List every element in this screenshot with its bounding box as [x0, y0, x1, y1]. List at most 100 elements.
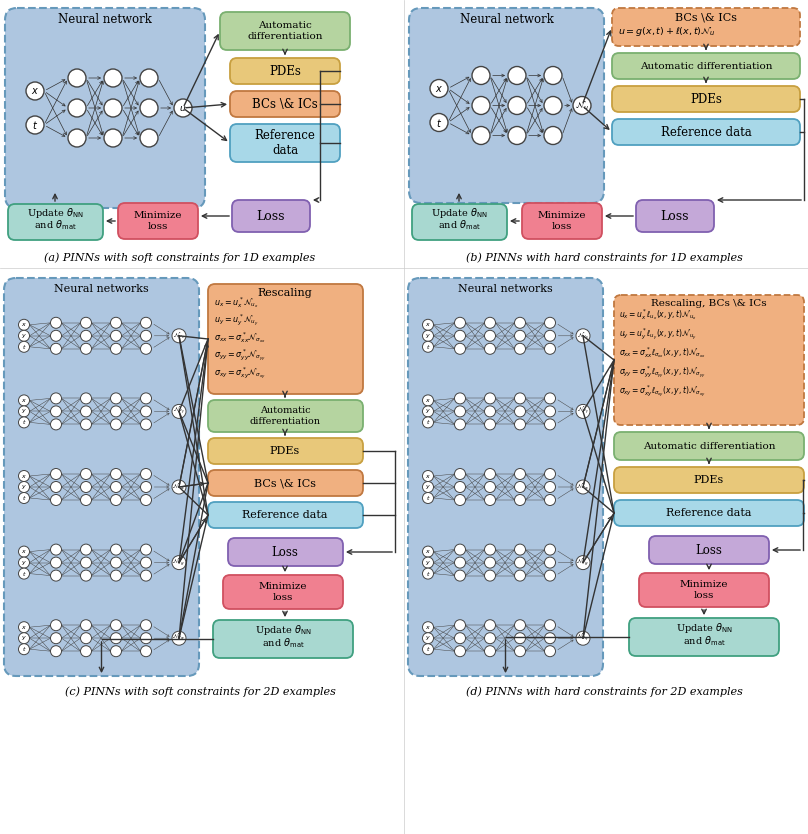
Text: $y$: $y$ [425, 559, 431, 566]
Text: Automatic differentiation: Automatic differentiation [642, 441, 775, 450]
Circle shape [485, 646, 495, 656]
Circle shape [111, 557, 121, 568]
Circle shape [545, 481, 556, 493]
Text: $x$: $x$ [21, 321, 27, 329]
Circle shape [141, 633, 152, 644]
Circle shape [515, 570, 525, 581]
Circle shape [141, 620, 152, 631]
Circle shape [454, 633, 465, 644]
Circle shape [423, 644, 434, 655]
Circle shape [454, 646, 465, 656]
Circle shape [111, 544, 121, 555]
Text: $x$: $x$ [21, 624, 27, 631]
Circle shape [141, 344, 152, 354]
Circle shape [515, 620, 525, 631]
Text: Rescaling, BCs \& ICs: Rescaling, BCs \& ICs [651, 299, 767, 309]
Text: $\sigma_{xy} = \sigma^*_{xy}\mathcal{N}_{\sigma_{xy}}$: $\sigma_{xy} = \sigma^*_{xy}\mathcal{N}_… [214, 365, 266, 381]
Circle shape [172, 555, 186, 570]
Circle shape [81, 495, 91, 505]
Text: $y$: $y$ [21, 407, 27, 415]
FancyBboxPatch shape [408, 278, 603, 676]
Text: $u=g(x,t)+\ell(x,t)\mathcal{N}_u$: $u=g(x,t)+\ell(x,t)\mathcal{N}_u$ [618, 24, 716, 38]
Text: Reference data: Reference data [661, 125, 751, 138]
Circle shape [508, 127, 526, 144]
Circle shape [454, 495, 465, 505]
Text: (a) PINNs with soft constraints for 1D examples: (a) PINNs with soft constraints for 1D e… [44, 253, 316, 264]
Circle shape [50, 317, 61, 329]
Circle shape [454, 557, 465, 568]
FancyBboxPatch shape [228, 538, 343, 566]
FancyBboxPatch shape [208, 284, 363, 394]
Circle shape [50, 344, 61, 354]
Circle shape [576, 631, 590, 646]
Circle shape [19, 568, 30, 579]
Text: Neural network: Neural network [460, 13, 553, 26]
Circle shape [485, 393, 495, 404]
Circle shape [485, 495, 495, 505]
FancyBboxPatch shape [232, 200, 310, 232]
Circle shape [423, 481, 434, 493]
FancyBboxPatch shape [522, 203, 602, 239]
Circle shape [485, 544, 495, 555]
Circle shape [544, 127, 562, 144]
Circle shape [172, 329, 186, 343]
Circle shape [515, 469, 525, 480]
FancyBboxPatch shape [220, 12, 350, 50]
Circle shape [50, 633, 61, 644]
Circle shape [423, 568, 434, 579]
Text: Rescaling: Rescaling [258, 288, 313, 298]
Circle shape [19, 557, 30, 568]
Text: BCs \& ICs: BCs \& ICs [675, 12, 737, 22]
Circle shape [50, 620, 61, 631]
Circle shape [485, 344, 495, 354]
Circle shape [50, 469, 61, 480]
Text: $x$: $x$ [425, 548, 431, 555]
Text: Update $\theta_{\rm NN}$: Update $\theta_{\rm NN}$ [431, 206, 487, 220]
Circle shape [454, 330, 465, 341]
Circle shape [515, 544, 525, 555]
Circle shape [104, 99, 122, 117]
FancyBboxPatch shape [5, 8, 205, 208]
Circle shape [141, 646, 152, 656]
Circle shape [576, 480, 590, 494]
Circle shape [485, 557, 495, 568]
Text: $\mathcal{N}_{u_y}$: $\mathcal{N}_{u_y}$ [577, 405, 589, 418]
Circle shape [81, 406, 91, 417]
Circle shape [19, 406, 30, 417]
Circle shape [50, 544, 61, 555]
Circle shape [81, 330, 91, 341]
Circle shape [141, 481, 152, 493]
Circle shape [545, 330, 556, 341]
Text: Neural networks: Neural networks [54, 284, 149, 294]
Circle shape [81, 646, 91, 656]
Text: $y$: $y$ [425, 407, 431, 415]
Text: and $\theta_{\rm mat}$: and $\theta_{\rm mat}$ [683, 634, 726, 648]
Circle shape [454, 481, 465, 493]
Text: Update $\theta_{\rm NN}$: Update $\theta_{\rm NN}$ [675, 621, 732, 635]
FancyBboxPatch shape [612, 86, 800, 112]
Text: $u$: $u$ [179, 103, 187, 113]
FancyBboxPatch shape [8, 204, 103, 240]
Text: Neural networks: Neural networks [458, 284, 553, 294]
Circle shape [423, 621, 434, 633]
Circle shape [545, 406, 556, 417]
Text: $\sigma_{xx} = \sigma^*_{xx}\mathcal{N}_{\sigma_{xx}}$: $\sigma_{xx} = \sigma^*_{xx}\mathcal{N}_… [214, 330, 266, 345]
Text: (c) PINNs with soft constraints for 2D examples: (c) PINNs with soft constraints for 2D e… [65, 686, 335, 697]
Text: $t$: $t$ [426, 570, 431, 578]
Text: and $\theta_{\rm mat}$: and $\theta_{\rm mat}$ [438, 219, 481, 232]
Circle shape [50, 646, 61, 656]
Circle shape [26, 116, 44, 134]
Text: $t$: $t$ [22, 343, 27, 351]
Circle shape [111, 344, 121, 354]
FancyBboxPatch shape [230, 91, 340, 117]
FancyBboxPatch shape [614, 467, 804, 493]
Circle shape [423, 319, 434, 330]
Circle shape [174, 99, 192, 117]
Circle shape [515, 495, 525, 505]
Text: PDEs: PDEs [269, 64, 301, 78]
Circle shape [172, 404, 186, 419]
Circle shape [545, 393, 556, 404]
Circle shape [19, 395, 30, 406]
Circle shape [508, 97, 526, 114]
Circle shape [50, 406, 61, 417]
